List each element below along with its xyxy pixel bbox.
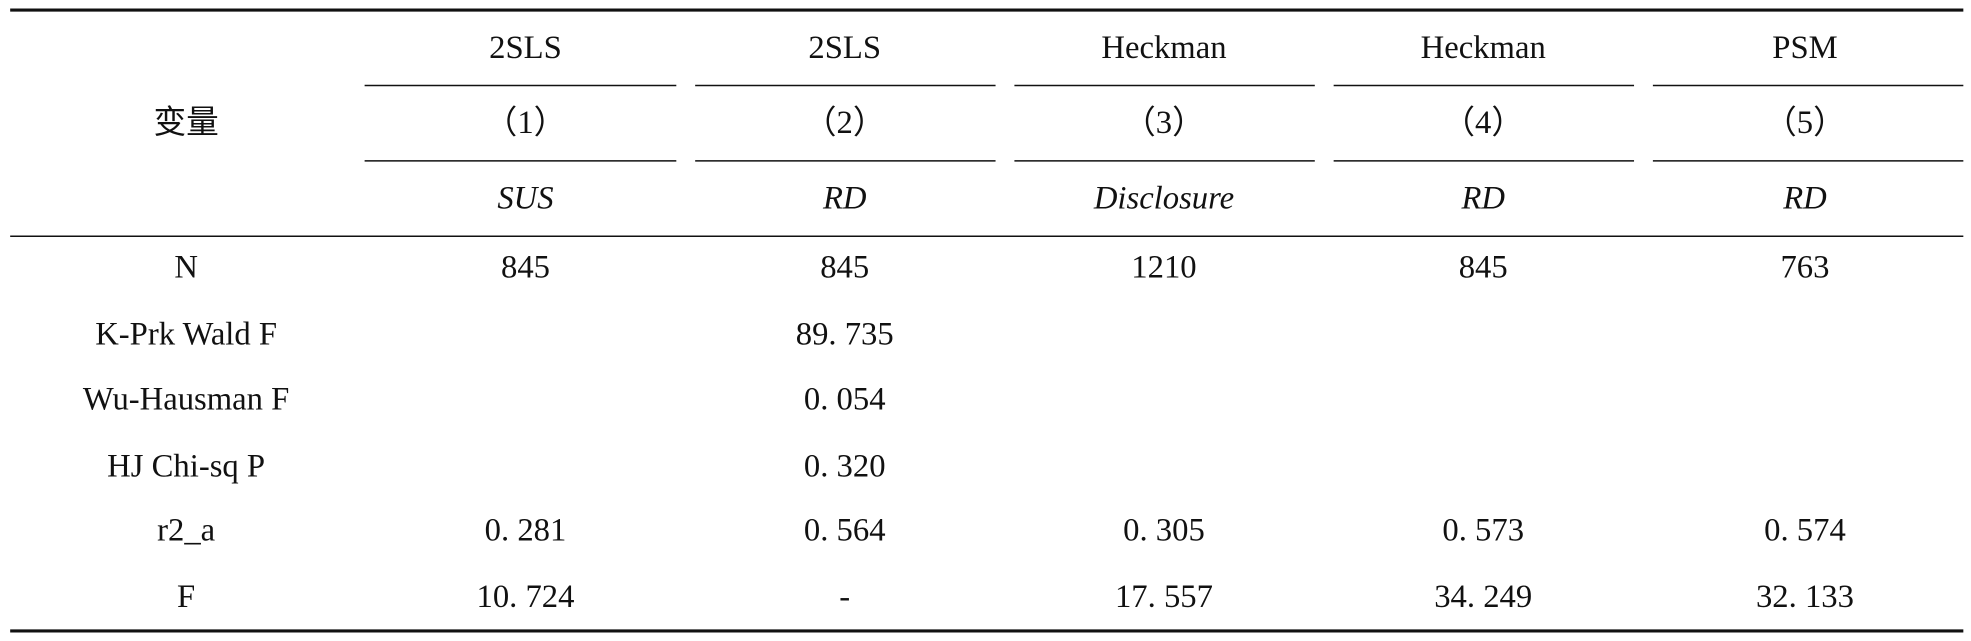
dependent-variable: SUS [497,181,553,217]
cell-value: 0. 054 [804,382,886,418]
row-label: F [177,579,195,615]
dependent-variable: RD [822,181,867,217]
method-header: Heckman [1421,30,1546,66]
model-number: （2） [804,105,886,141]
cell-value: 0. 574 [1764,512,1846,548]
cell-value: 34. 249 [1434,579,1532,615]
cell-value: 845 [820,250,869,286]
cell-value: 0. 573 [1442,512,1524,548]
header-label: 变量 [153,104,218,141]
method-header: PSM [1772,30,1837,66]
cell-value: 0. 564 [804,512,886,548]
cell-value: 0. 305 [1123,512,1205,548]
cell-value: 89. 735 [796,316,894,352]
row-label: Wu-Hausman F [83,382,289,418]
row-label: N [174,250,198,286]
cell-value: 845 [1459,250,1508,286]
cell-value: 32. 133 [1756,579,1854,615]
model-number: （5） [1764,105,1846,141]
model-number: （1） [485,105,567,141]
model-number: （4） [1442,105,1524,141]
model-number: （3） [1123,105,1205,141]
method-header: 2SLS [489,30,562,66]
cell-value: 1210 [1131,250,1196,286]
dependent-variable: Disclosure [1093,181,1234,217]
cell-value: 0. 320 [804,448,886,484]
row-label: r2_a [157,512,216,548]
cell-value: - [839,579,850,615]
cell-value: 763 [1780,250,1829,286]
row-label: K-Prk Wald F [95,316,277,352]
cell-value: 845 [501,250,550,286]
method-header: 2SLS [808,30,881,66]
dependent-variable: RD [1460,181,1505,217]
cell-value: 10. 724 [477,579,575,615]
row-label: HJ Chi-sq P [107,448,265,484]
cell-value: 17. 557 [1115,579,1213,615]
cell-value: 0. 281 [485,512,567,548]
method-header: Heckman [1101,30,1226,66]
dependent-variable: RD [1782,181,1827,217]
